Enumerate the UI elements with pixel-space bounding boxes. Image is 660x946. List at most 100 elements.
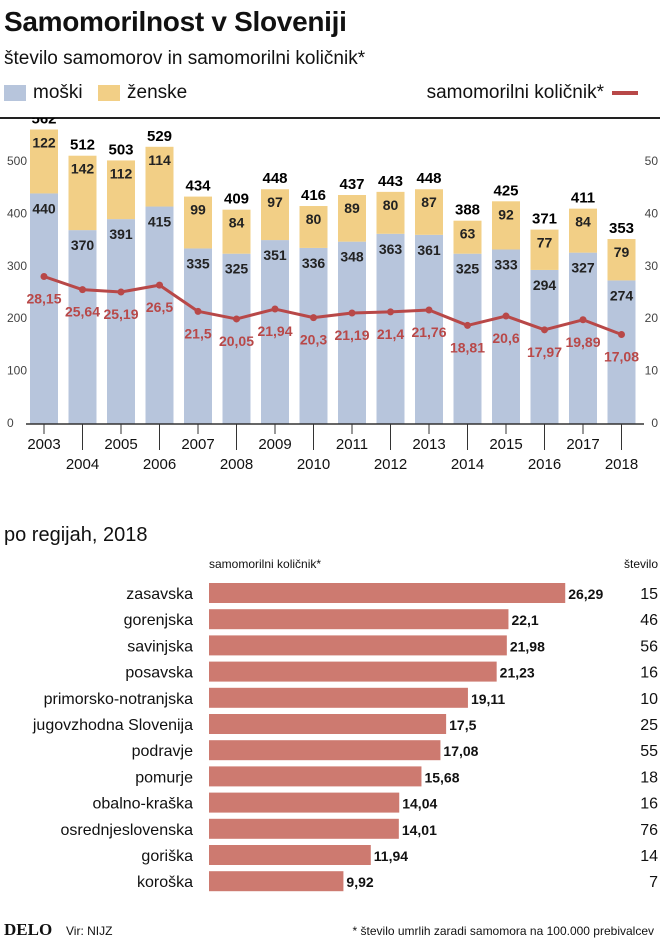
legend-male: moški (4, 82, 83, 104)
region-label: podravje (132, 743, 193, 760)
legend-female: ženske (98, 82, 187, 104)
x-tick-label: 2018 (605, 456, 638, 473)
region-count-label: 14 (640, 848, 658, 865)
region-bar (209, 871, 344, 892)
region-count-label: 46 (640, 612, 658, 629)
male-value-label: 440 (32, 200, 56, 216)
male-value-label: 325 (225, 261, 249, 277)
rate-line-swatch (612, 91, 638, 95)
total-value-label: 411 (571, 190, 595, 207)
female-value-label: 84 (575, 214, 591, 230)
rate-point (156, 281, 163, 289)
x-tick-label: 2016 (528, 456, 561, 473)
left-tick-label: 500 (7, 154, 27, 168)
total-value-label: 448 (262, 170, 287, 187)
total-value-label: 512 (70, 137, 95, 154)
right-tick-label: 30 (645, 259, 659, 273)
value-column-header: samomorilni količnik* (209, 557, 321, 571)
rate-value-label: 17,97 (527, 344, 562, 360)
rate-value-label: 28,15 (26, 290, 61, 306)
male-bar (30, 193, 58, 424)
source-note: Vir: NIJZ (66, 924, 113, 938)
region-value-label: 19,11 (471, 691, 505, 707)
chart-title: Samomorilnost v Sloveniji (4, 6, 347, 37)
x-tick-label: 2005 (104, 436, 137, 453)
right-tick-label: 0 (651, 416, 658, 430)
left-tick-label: 0 (7, 416, 14, 430)
x-tick-label: 2015 (489, 436, 522, 453)
female-bar (145, 146, 174, 207)
left-tick-label: 400 (7, 206, 27, 220)
region-count-label: 15 (640, 586, 658, 603)
male-value-label: 370 (71, 237, 95, 253)
rate-point (502, 312, 510, 320)
rate-point (310, 314, 317, 322)
region-value-label: 11,94 (374, 848, 408, 864)
male-bar (376, 233, 405, 424)
region-value-label: 17,08 (443, 743, 478, 759)
chart-subtitle: število samomorov in samomorilni količni… (4, 48, 366, 69)
rate-value-label: 18,81 (450, 339, 485, 355)
total-value-label: 388 (455, 202, 480, 219)
female-value-label: 84 (229, 215, 245, 231)
region-value-label: 21,98 (510, 638, 545, 654)
x-tick-label: 2011 (336, 436, 368, 453)
male-bar (492, 249, 520, 424)
x-tick-label: 2009 (258, 436, 291, 453)
legend-rate-label: samomorilni količnik* (426, 82, 604, 103)
region-bar (209, 818, 399, 839)
region-label: pomurje (135, 769, 193, 786)
x-tick-label: 2008 (220, 456, 253, 473)
male-bar (222, 253, 251, 424)
female-value-label: 80 (383, 197, 399, 213)
male-value-label: 336 (302, 255, 326, 271)
region-value-label: 17,5 (449, 717, 476, 733)
right-tick-label: 20 (645, 311, 659, 325)
male-bar (68, 230, 97, 424)
region-bar (209, 609, 509, 630)
female-bar (607, 239, 636, 281)
rate-value-label: 21,94 (257, 323, 292, 339)
male-value-label: 391 (109, 226, 133, 242)
rate-value-label: 21,19 (334, 327, 369, 343)
male-value-label: 351 (263, 247, 287, 263)
female-value-label: 87 (421, 194, 437, 210)
right-tick-label: 50 (645, 154, 659, 168)
male-value-label: 363 (379, 241, 403, 257)
male-value-label: 348 (340, 249, 364, 265)
total-value-label: 353 (609, 220, 634, 237)
legend-rate: samomorilni količnik* (427, 82, 638, 104)
female-value-label: 114 (148, 152, 171, 168)
region-bar (209, 845, 371, 865)
region-section-title: po regijah, 2018 (4, 524, 148, 546)
rate-point (579, 316, 587, 324)
male-bar (530, 269, 559, 424)
male-value-label: 294 (533, 277, 557, 293)
total-value-label: 371 (532, 211, 557, 228)
region-label: osrednjeslovenska (60, 822, 193, 839)
total-value-label: 503 (108, 141, 133, 158)
male-value-label: 361 (417, 242, 441, 258)
female-value-label: 122 (32, 135, 56, 151)
rate-value-label: 20,3 (300, 332, 327, 348)
female-value-label: 89 (344, 200, 360, 216)
female-bar (68, 155, 97, 231)
female-bar (30, 129, 58, 194)
region-bar (209, 583, 566, 603)
male-swatch (4, 85, 26, 101)
female-bar (569, 208, 597, 253)
female-value-label: 77 (537, 235, 553, 251)
left-tick-label: 300 (7, 259, 27, 273)
female-value-label: 80 (306, 211, 322, 227)
region-count-label: 10 (640, 691, 658, 708)
x-tick-label: 2012 (374, 456, 407, 473)
rate-value-label: 25,19 (103, 306, 138, 322)
region-count-label: 18 (640, 769, 658, 786)
female-bar (453, 220, 482, 254)
x-tick-label: 2010 (297, 456, 330, 473)
male-value-label: 333 (494, 257, 518, 273)
region-bar (209, 740, 441, 761)
region-bar (209, 792, 400, 813)
male-value-label: 325 (456, 261, 480, 277)
region-label: gorenjska (124, 612, 193, 629)
